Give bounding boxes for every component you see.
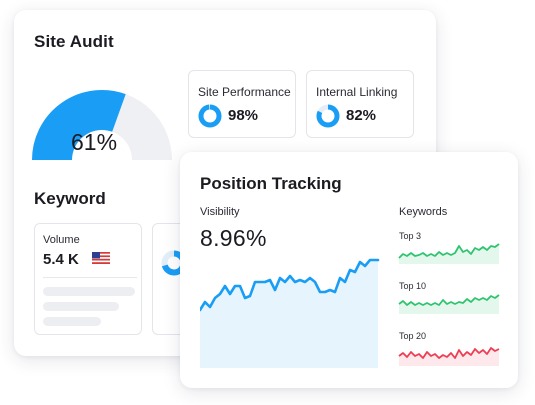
visibility-area-chart	[200, 258, 380, 368]
us-flag-icon	[92, 252, 110, 264]
volume-value: 5.4 K	[43, 251, 79, 268]
keyword-volume-card[interactable]: Volume 5.4 K	[34, 223, 142, 335]
keyword-title: Keyword	[34, 189, 106, 208]
visibility-value: 8.96%	[200, 225, 267, 251]
site-audit-title: Site Audit	[34, 32, 114, 51]
position-tracking-title: Position Tracking	[200, 174, 342, 193]
top-10-sparkline	[398, 294, 500, 314]
site-performance-label: Site Performance	[198, 85, 291, 99]
internal-linking-metric[interactable]: Internal Linking 82%	[306, 70, 414, 138]
volume-divider	[43, 277, 137, 278]
site-audit-gauge	[32, 90, 172, 160]
site-performance-value: 98%	[228, 107, 259, 124]
keywords-label: Keywords	[399, 206, 448, 218]
internal-linking-value: 82%	[346, 107, 377, 124]
site-performance-ring-icon	[198, 104, 222, 128]
volume-label: Volume	[43, 234, 80, 246]
gauge-fill	[32, 90, 126, 160]
visibility-label: Visibility	[200, 206, 240, 218]
top-10-label: Top 10	[399, 281, 427, 291]
top-3-sparkline	[398, 243, 500, 264]
placeholder-line	[43, 287, 135, 296]
top-20-label: Top 20	[399, 331, 427, 341]
placeholder-line	[43, 317, 101, 326]
visibility-line	[200, 258, 380, 312]
internal-linking-label: Internal Linking	[316, 85, 398, 99]
site-performance-metric[interactable]: Site Performance 98%	[188, 70, 296, 138]
position-tracking-card: Position Tracking Visibility 8.96% Keywo…	[180, 152, 518, 388]
site-audit-score: 61%	[71, 129, 118, 155]
internal-linking-ring-icon	[316, 104, 340, 128]
visibility-area	[200, 260, 378, 368]
top-3-label: Top 3	[399, 231, 422, 241]
placeholder-line	[43, 302, 119, 311]
top-20-sparkline	[398, 347, 500, 366]
